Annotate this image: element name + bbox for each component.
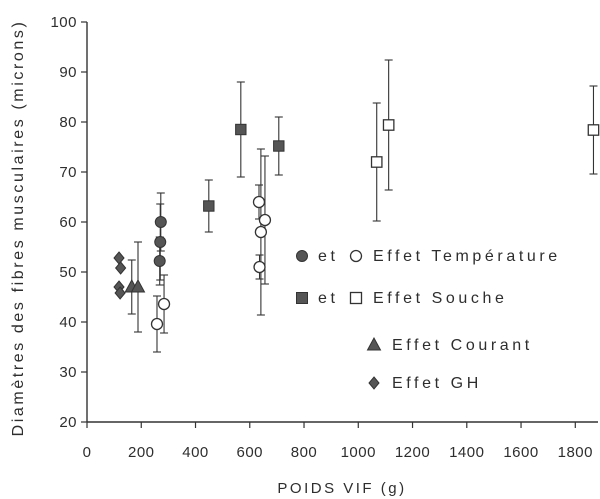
x-tick-label: 400 xyxy=(182,444,209,461)
legend-label: Effet Souche xyxy=(373,290,508,307)
square-marker-open xyxy=(370,156,383,168)
diamond-marker-filled xyxy=(114,286,126,300)
x-tick-label: 1200 xyxy=(395,444,430,461)
x-tick-label: 1600 xyxy=(503,444,538,461)
x-tick-label: 0 xyxy=(83,444,92,461)
square-marker-open xyxy=(587,124,600,136)
y-axis-title: Diamètres des fibres musculaires (micron… xyxy=(10,20,27,437)
legend-joiner: et xyxy=(318,248,339,265)
circle-marker-open xyxy=(253,260,266,274)
x-tick-label: 800 xyxy=(291,444,318,461)
square-marker-open xyxy=(382,119,395,131)
legend-item-courant: Effet Courant xyxy=(366,336,533,354)
y-tick-label: 90 xyxy=(59,64,77,81)
ticks: 0 200 400 600 800 1000 1200 1400 1600 1800 20 30 40 5… xyxy=(50,14,593,461)
circle-marker-open xyxy=(258,213,272,227)
y-tick-label: 40 xyxy=(59,314,77,331)
legend-circle-filled-icon xyxy=(296,250,308,262)
x-axis-title: POIDS VIF (g) xyxy=(277,480,406,497)
legend-label: Effet GH xyxy=(392,375,482,392)
x-tick-label: 1800 xyxy=(558,444,593,461)
y-tick-label: 80 xyxy=(59,114,77,131)
diamond-marker-filled xyxy=(114,261,127,275)
legend-item-souche: et Effet Souche xyxy=(296,290,508,307)
circle-marker-open xyxy=(254,225,268,239)
y-tick-label: 70 xyxy=(59,164,77,181)
legend-label: Effet Courant xyxy=(392,337,533,354)
series-triangle xyxy=(124,278,146,293)
series-square xyxy=(203,119,600,212)
circle-marker-filled xyxy=(154,216,167,228)
y-tick-label: 50 xyxy=(59,264,77,281)
x-tick-label: 1400 xyxy=(449,444,484,461)
circle-marker-open xyxy=(252,195,266,209)
y-tick-label: 100 xyxy=(50,14,77,31)
triangle-marker-filled xyxy=(130,278,146,293)
legend-item-gh: Effet GH xyxy=(368,375,482,392)
circle-marker-open xyxy=(157,297,171,311)
x-tick-label: 1000 xyxy=(341,444,376,461)
legend-triangle-filled-icon xyxy=(366,336,382,351)
legend: et Effet Température et Effet Souche Eff… xyxy=(296,248,561,392)
circle-marker-filled xyxy=(154,236,167,248)
legend-square-filled-icon xyxy=(296,292,308,304)
circle-marker-filled xyxy=(153,255,166,267)
legend-label: Effet Température xyxy=(373,248,561,265)
x-tick-label: 600 xyxy=(237,444,264,461)
legend-joiner: et xyxy=(318,290,339,307)
square-marker-filled xyxy=(235,123,247,136)
y-tick-label: 60 xyxy=(59,214,77,231)
square-marker-filled xyxy=(273,140,285,152)
error-bars xyxy=(127,59,598,353)
x-tick-label: 200 xyxy=(128,444,155,461)
series-diamond xyxy=(113,251,127,300)
data-markers xyxy=(113,119,600,331)
y-tick-label: 30 xyxy=(59,364,77,381)
diamond-marker-filled xyxy=(113,251,125,265)
legend-circle-open-icon xyxy=(349,249,363,263)
series-circle xyxy=(150,195,272,331)
circle-marker-open xyxy=(150,317,164,331)
y-tick-label: 20 xyxy=(59,414,77,431)
legend-item-temperature: et Effet Température xyxy=(296,248,561,265)
square-marker-filled xyxy=(203,200,215,212)
legend-diamond-filled-icon xyxy=(368,376,380,390)
legend-square-open-icon xyxy=(349,291,363,305)
